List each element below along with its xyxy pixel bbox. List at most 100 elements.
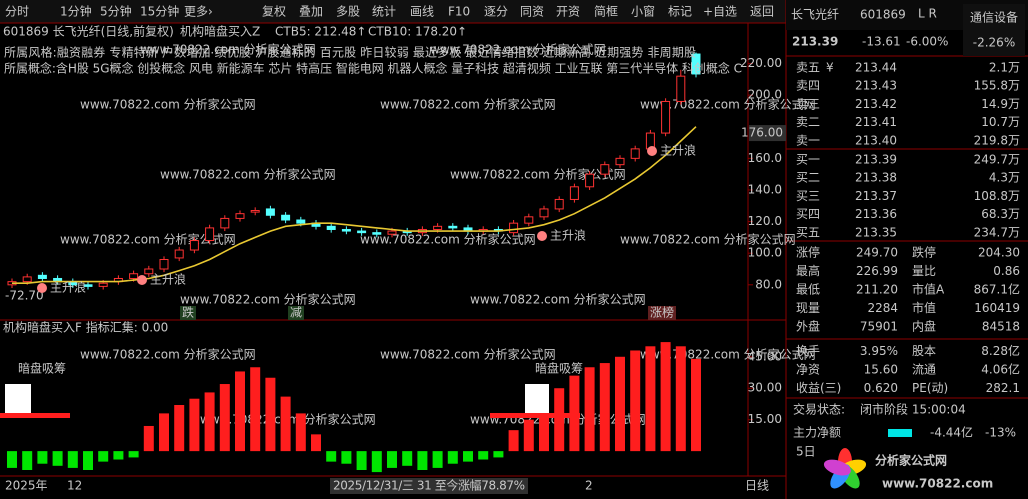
book-label: 卖三 (796, 97, 820, 111)
stat-value: 4.06亿 (981, 362, 1020, 377)
stat-value: 75901 (860, 320, 898, 334)
candle-body (387, 230, 397, 235)
status: 闭市阶段 15:00:04 (860, 402, 966, 417)
change: -13.61 (862, 35, 901, 49)
bar (52, 451, 63, 466)
toolbar-button[interactable]: 5分钟 (100, 4, 132, 19)
candle-body (524, 216, 534, 224)
watermark: www.70822.com 分析家公式网 (80, 347, 256, 362)
annotation: 涨榜 (650, 305, 674, 320)
book-label: 卖一 (796, 133, 820, 147)
y-tick-label: 200.0 (748, 88, 782, 102)
toolbar-button[interactable]: 同资 (520, 5, 544, 19)
toolbar-button[interactable]: 多股 (336, 5, 360, 19)
cursor-price-label: 176.00 (741, 126, 783, 140)
annotation: 暗盘吸筹 (18, 361, 66, 376)
toolbar-button[interactable]: 返回 (750, 5, 774, 19)
toolbar-button[interactable]: 小窗 (631, 5, 655, 19)
price: 213.39 (792, 35, 838, 49)
toolbar-button[interactable]: F10 (448, 5, 470, 19)
bar (615, 356, 625, 452)
watermark: www.70822.com 分析家公式网 (180, 292, 356, 307)
stat-label: 最低 (796, 283, 820, 297)
stat-label: 流通 (912, 363, 936, 377)
bar (174, 405, 185, 452)
stat-label: 股本 (912, 344, 936, 358)
stat-label: 收益(三) (796, 381, 841, 395)
candle-body (144, 268, 154, 275)
book-price: 213.41 (855, 115, 897, 129)
pct: -6.00% (906, 35, 948, 49)
y-tick-label: 100.0 (748, 246, 782, 260)
bar (630, 350, 641, 452)
book-label: 卖四 (796, 79, 820, 93)
candle-body (630, 148, 640, 159)
candle-body (615, 157, 625, 166)
bar (478, 451, 489, 460)
candle-body (554, 198, 564, 210)
candle-body (83, 284, 93, 287)
stat-value: 204.30 (978, 246, 1020, 260)
book-volume: 219.8万 (974, 133, 1020, 147)
candle-body (174, 249, 184, 259)
book-label: 买一 (796, 153, 820, 167)
flow-bar (888, 429, 912, 437)
stat-label: 内盘 (912, 319, 936, 334)
book-label: 买三 (796, 189, 820, 203)
stat-value: 282.1 (986, 381, 1020, 395)
book-volume: 249.7万 (974, 153, 1020, 167)
annotation: 主升浪 (550, 228, 586, 243)
toolbar-button[interactable]: 统计 (372, 5, 396, 19)
indicator-name: 机构暗盘买入Z (180, 24, 260, 39)
toolbar-button[interactable]: 复权 (262, 5, 286, 19)
stock-flags: L R (918, 7, 937, 21)
candle-body (539, 208, 549, 218)
candle-body (281, 214, 291, 221)
bar (113, 451, 124, 460)
annotation: 主升浪 (50, 280, 86, 295)
book-price: 213.44 (855, 61, 897, 75)
bar (280, 396, 291, 452)
toolbar-button[interactable]: 分时 (5, 5, 29, 19)
toolbar-button[interactable]: 15分钟 (140, 4, 179, 19)
toolbar-button[interactable]: 简框 (594, 5, 618, 19)
toolbar-button[interactable]: 逐分 (484, 5, 508, 19)
toolbar-button[interactable]: 1分钟 (60, 4, 92, 19)
x-axis-label: 2 (585, 479, 593, 493)
stat-label: 跌停 (912, 245, 936, 260)
bar (493, 451, 504, 458)
book-mark: ¥ (826, 61, 834, 75)
candle-body (569, 186, 579, 200)
bar (371, 451, 382, 473)
indicator-title: 机构暗盘买入F 指标汇集: 0.00 (3, 320, 168, 335)
annotation: 主升浪 (660, 143, 696, 158)
bar (265, 377, 276, 452)
bar (508, 430, 519, 452)
bar (22, 451, 33, 470)
y-tick-label: 15.00 (748, 412, 782, 426)
flow-label: 主力净额 (793, 426, 841, 440)
concept-tags: 所属概念:含H股 5G概念 创投概念 风电 新能源车 芯片 特高压 智能电网 机… (4, 61, 742, 76)
toolbar-button[interactable]: +自选 (703, 5, 737, 19)
toolbar-button[interactable]: 开资 (556, 5, 580, 19)
bar (326, 451, 337, 462)
ma-line (12, 126, 697, 285)
toolbar-button[interactable]: 叠加 (299, 5, 323, 19)
watermark: www.70822.com 分析家公式网 (620, 232, 796, 247)
bar (675, 346, 686, 452)
candle-body (235, 213, 245, 219)
stat-value: 8.28亿 (981, 343, 1020, 358)
bar (417, 451, 428, 470)
signal-bar (0, 413, 70, 418)
candle-body (250, 210, 260, 213)
signal-box (525, 384, 549, 416)
toolbar-button[interactable]: 标记 (668, 5, 692, 19)
flow-pct: -13% (985, 426, 1016, 440)
x-axis-label: 12 (67, 479, 82, 493)
bar (311, 434, 321, 452)
candle-body (205, 227, 215, 242)
toolbar-button[interactable]: 画线 (410, 5, 434, 19)
book-price: 213.40 (855, 133, 897, 147)
toolbar-button[interactable]: 更多› (184, 5, 213, 19)
